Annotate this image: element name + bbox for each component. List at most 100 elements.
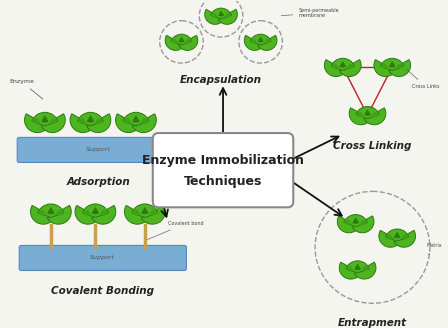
Wedge shape (86, 115, 94, 123)
Wedge shape (100, 210, 108, 215)
Wedge shape (141, 207, 149, 214)
Text: Cross Links: Cross Links (406, 69, 439, 89)
Wedge shape (123, 118, 131, 124)
Wedge shape (211, 8, 232, 19)
Wedge shape (225, 13, 232, 17)
Wedge shape (353, 216, 374, 233)
FancyBboxPatch shape (19, 245, 186, 271)
Wedge shape (250, 34, 271, 45)
Wedge shape (78, 112, 103, 126)
Text: Entrapment: Entrapment (338, 318, 407, 328)
Text: Enzyme Immobilization: Enzyme Immobilization (142, 154, 304, 167)
Wedge shape (185, 39, 192, 43)
Wedge shape (75, 205, 99, 224)
Wedge shape (132, 204, 158, 217)
Wedge shape (141, 118, 149, 124)
Wedge shape (347, 64, 354, 69)
Text: Matrix: Matrix (427, 243, 443, 255)
Wedge shape (211, 13, 217, 17)
Wedge shape (385, 234, 393, 239)
Wedge shape (218, 9, 237, 24)
Wedge shape (346, 266, 353, 271)
Wedge shape (132, 210, 140, 215)
Text: Semi-permeable
membrane: Semi-permeable membrane (281, 8, 339, 18)
Wedge shape (244, 35, 263, 51)
Wedge shape (32, 112, 58, 126)
Text: Techniques: Techniques (184, 175, 262, 188)
Wedge shape (205, 9, 224, 24)
Wedge shape (374, 60, 396, 76)
Wedge shape (349, 108, 371, 125)
Wedge shape (92, 207, 99, 214)
Wedge shape (165, 35, 185, 51)
Wedge shape (340, 60, 361, 76)
Wedge shape (38, 204, 64, 217)
Text: Support: Support (86, 147, 111, 153)
Wedge shape (82, 210, 91, 215)
Wedge shape (123, 112, 149, 126)
Wedge shape (371, 112, 379, 117)
Text: Covalent Bonding: Covalent Bonding (51, 286, 154, 296)
Wedge shape (385, 229, 409, 241)
Wedge shape (141, 205, 165, 224)
Wedge shape (362, 266, 370, 271)
Wedge shape (70, 114, 94, 133)
Wedge shape (394, 232, 401, 238)
Text: Covalent bond: Covalent bond (147, 221, 203, 239)
Wedge shape (331, 58, 354, 71)
Wedge shape (87, 114, 111, 133)
Wedge shape (47, 205, 71, 224)
Wedge shape (324, 60, 346, 76)
Wedge shape (389, 61, 396, 68)
Wedge shape (132, 115, 140, 123)
Wedge shape (258, 36, 263, 42)
Wedge shape (258, 35, 277, 51)
Wedge shape (360, 220, 367, 225)
Wedge shape (380, 58, 404, 71)
Wedge shape (340, 61, 346, 68)
Wedge shape (339, 262, 361, 279)
Wedge shape (178, 36, 185, 42)
Text: Encapsulation: Encapsulation (180, 75, 262, 86)
Wedge shape (389, 60, 410, 76)
Text: Support: Support (90, 256, 115, 260)
Wedge shape (394, 230, 416, 247)
Wedge shape (218, 10, 224, 16)
Wedge shape (380, 64, 388, 69)
Wedge shape (354, 262, 376, 279)
Wedge shape (25, 114, 48, 133)
Wedge shape (264, 39, 271, 43)
Wedge shape (379, 230, 401, 247)
Wedge shape (49, 118, 58, 124)
FancyBboxPatch shape (153, 133, 293, 207)
Wedge shape (331, 64, 339, 69)
Wedge shape (337, 216, 359, 233)
Text: Enzyme: Enzyme (9, 79, 43, 99)
Wedge shape (78, 118, 86, 124)
Text: Adsorption: Adsorption (66, 177, 130, 187)
Wedge shape (171, 39, 178, 43)
Wedge shape (401, 234, 409, 239)
Wedge shape (364, 109, 371, 116)
Wedge shape (344, 220, 352, 225)
Wedge shape (32, 118, 40, 124)
Wedge shape (41, 115, 49, 123)
Wedge shape (356, 107, 379, 119)
Wedge shape (30, 205, 55, 224)
Wedge shape (171, 34, 192, 45)
Wedge shape (346, 261, 369, 273)
Wedge shape (82, 204, 108, 217)
Wedge shape (41, 114, 65, 133)
Wedge shape (352, 217, 359, 224)
Wedge shape (125, 205, 148, 224)
Wedge shape (38, 210, 46, 215)
Wedge shape (364, 108, 386, 125)
Wedge shape (356, 112, 363, 117)
Wedge shape (344, 215, 367, 227)
Wedge shape (396, 64, 404, 69)
Wedge shape (132, 114, 156, 133)
FancyBboxPatch shape (17, 137, 180, 162)
Wedge shape (116, 114, 140, 133)
Wedge shape (150, 210, 158, 215)
Text: Cross Linking: Cross Linking (333, 141, 412, 151)
